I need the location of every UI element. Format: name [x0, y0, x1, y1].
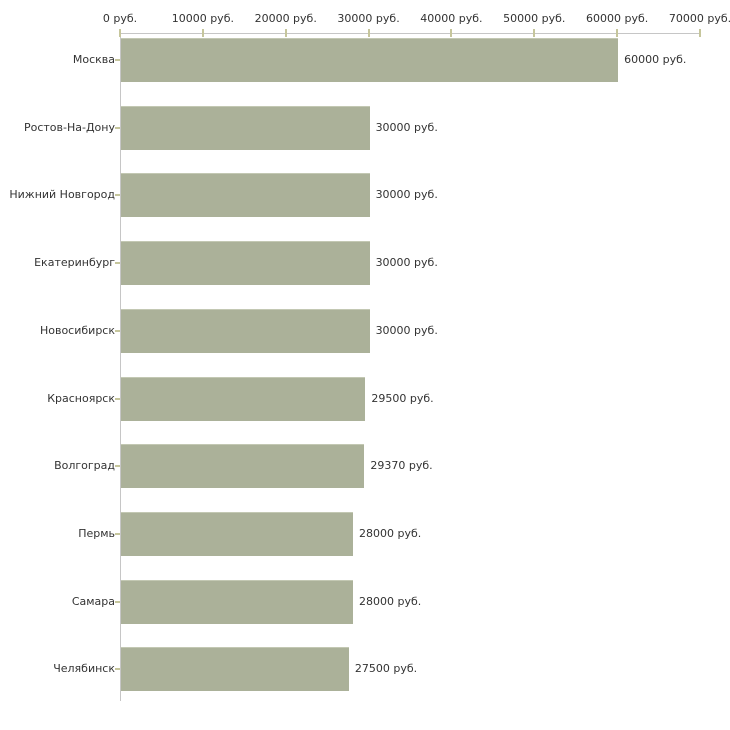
bar [121, 376, 366, 421]
x-axis-tick-mark [284, 29, 287, 37]
category-tick-mark [115, 329, 120, 332]
x-axis-tick-label: 70000 руб. [668, 12, 730, 25]
category-tick-mark [115, 465, 120, 468]
category-label: Москва [72, 53, 115, 66]
category-label: Ростов-На-Дону [23, 120, 115, 134]
bar [121, 105, 370, 150]
x-axis-tick-mark [533, 29, 536, 37]
value-label: 30000 руб. [375, 188, 438, 202]
x-axis-tick-label: 10000 руб. [171, 12, 234, 25]
y-axis-line [120, 33, 121, 701]
category-label: Новосибирск [39, 323, 115, 337]
value-label: 28000 руб. [359, 526, 422, 540]
category-label: Нижний Новгород [9, 188, 115, 202]
category-tick-mark [115, 194, 120, 197]
category-tick-mark [115, 397, 120, 400]
value-label: 27500 руб. [354, 662, 418, 676]
x-axis-tick-label: 50000 руб. [503, 12, 566, 25]
x-axis-tick-mark [201, 29, 204, 37]
x-axis-tick-label: 30000 руб. [337, 12, 400, 25]
value-label: 29370 руб. [370, 459, 433, 473]
category-label: Пермь [78, 526, 115, 540]
value-label: 30000 руб. [375, 120, 438, 134]
category-tick-mark [115, 668, 120, 671]
category-tick-mark [115, 126, 120, 129]
bar [121, 38, 619, 82]
x-axis-line [120, 33, 701, 34]
value-label: 28000 руб. [359, 594, 422, 608]
x-axis-tick-label: 0 руб. [102, 12, 138, 25]
bar [121, 444, 365, 489]
bar [121, 241, 370, 286]
value-label: 60000 руб. [624, 53, 687, 66]
category-tick-mark [115, 600, 120, 603]
bar [121, 511, 353, 556]
category-tick-mark [115, 532, 120, 535]
category-label: Красноярск [47, 391, 115, 405]
category-label: Самара [71, 594, 115, 608]
value-label: 30000 руб. [375, 256, 438, 270]
x-axis-tick-mark [616, 29, 619, 37]
value-label: 30000 руб. [375, 323, 438, 337]
x-axis-tick-label: 60000 руб. [586, 12, 649, 25]
category-label: Волгоград [54, 459, 115, 473]
x-axis-tick-label: 20000 руб. [254, 12, 317, 25]
category-tick-mark [115, 59, 120, 61]
value-label: 29500 руб. [371, 391, 434, 405]
bar [121, 173, 370, 218]
x-axis-tick-mark [119, 29, 121, 37]
x-axis-tick-mark [699, 29, 701, 37]
bar [121, 308, 370, 353]
bar [121, 579, 353, 624]
bar [121, 647, 349, 692]
x-axis-tick-mark [450, 29, 453, 37]
category-label: Челябинск [53, 662, 115, 676]
x-axis-tick-mark [367, 29, 370, 37]
x-axis-tick-label: 40000 руб. [420, 12, 483, 25]
category-label: Екатеринбург [34, 256, 115, 270]
category-tick-mark [115, 262, 120, 265]
